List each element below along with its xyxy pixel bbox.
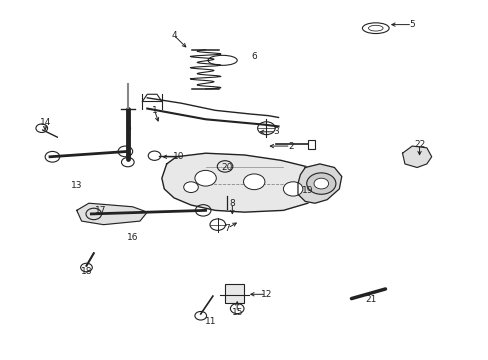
Text: 12: 12 <box>260 290 271 299</box>
Text: 10: 10 <box>173 152 184 161</box>
Text: 17: 17 <box>95 206 106 215</box>
Text: 6: 6 <box>251 52 257 61</box>
Text: 7: 7 <box>224 224 230 233</box>
Text: 4: 4 <box>171 31 177 40</box>
Text: 13: 13 <box>71 181 82 190</box>
Circle shape <box>195 170 216 186</box>
Polygon shape <box>402 146 431 167</box>
Text: 18: 18 <box>81 267 92 276</box>
Text: 3: 3 <box>273 127 279 136</box>
Polygon shape <box>297 164 341 203</box>
Text: 5: 5 <box>408 20 414 29</box>
FancyBboxPatch shape <box>224 284 244 303</box>
Text: 15: 15 <box>231 308 243 317</box>
Text: 8: 8 <box>229 199 235 208</box>
FancyBboxPatch shape <box>307 140 314 149</box>
Circle shape <box>283 182 302 196</box>
Text: 14: 14 <box>40 118 51 127</box>
Circle shape <box>243 174 264 190</box>
Text: 21: 21 <box>365 295 376 304</box>
Circle shape <box>313 178 328 189</box>
Text: 19: 19 <box>302 186 313 195</box>
Polygon shape <box>162 153 322 212</box>
Text: 2: 2 <box>287 141 293 150</box>
Polygon shape <box>77 203 147 225</box>
Text: 22: 22 <box>413 140 424 149</box>
Text: 11: 11 <box>204 316 216 325</box>
Text: 1: 1 <box>151 106 157 115</box>
Text: 20: 20 <box>222 163 233 172</box>
Text: 9: 9 <box>124 126 130 135</box>
Circle shape <box>306 173 335 194</box>
Text: 16: 16 <box>127 233 138 242</box>
Circle shape <box>183 182 198 193</box>
